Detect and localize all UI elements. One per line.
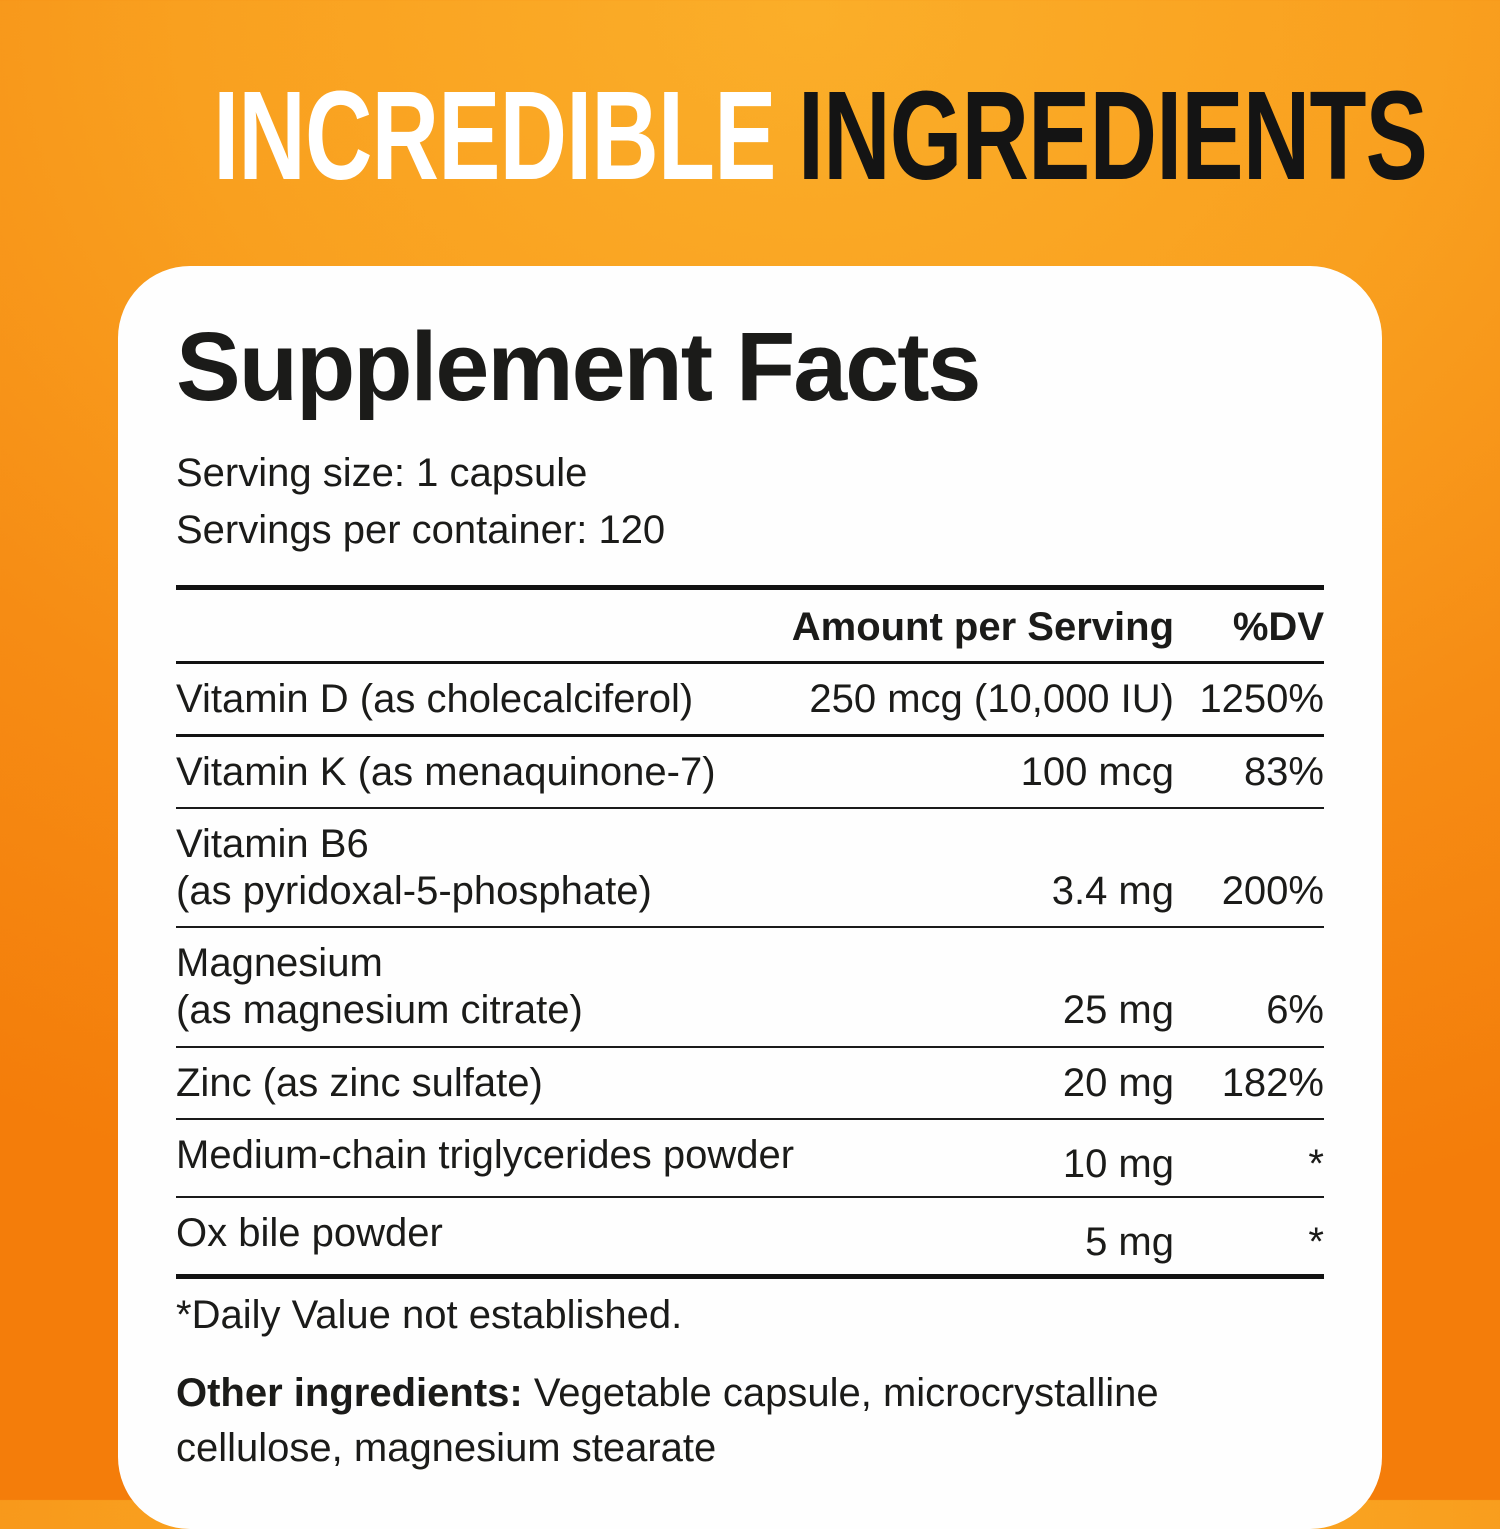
page-title-part2: INGREDIENTS	[798, 65, 1428, 206]
ingredient-name: Medium-chain triglycerides powder	[176, 1132, 795, 1177]
amount-column-header: Amount per Serving	[791, 604, 1174, 649]
other-ingredients: Other ingredients: Vegetable capsule, mi…	[176, 1366, 1324, 1476]
serving-size-line: Serving size: 1 capsule	[176, 450, 588, 495]
ingredient-amount: 20 mg	[1062, 1060, 1174, 1105]
serving-info: Serving size: 1 capsule Servings per con…	[176, 445, 1324, 559]
table-row: Vitamin D (as cholecalciferol) 250 mcg (…	[176, 664, 1324, 737]
ingredient-amount: 5 mg	[1085, 1220, 1174, 1264]
ingredient-name: Vitamin K (as menaquinone-7)	[176, 749, 716, 794]
table-header-row: Amount per Serving %DV	[176, 590, 1324, 664]
ingredient-name: Zinc (as zinc sulfate)	[176, 1060, 543, 1105]
facts-table: Amount per Serving %DV Vitamin D (as cho…	[176, 584, 1324, 1280]
dv-column-header: %DV	[1232, 604, 1324, 649]
page-title-text: INCREDIBLE INGREDIENTS	[213, 73, 1428, 199]
ingredient-dv: 1250%	[1199, 676, 1324, 721]
supplement-facts-card: Supplement Facts Serving size: 1 capsule…	[118, 265, 1382, 1529]
ingredient-dv: 6%	[1266, 988, 1324, 1033]
ingredient-name: Vitamin B6	[176, 821, 369, 866]
page-title: INCREDIBLE INGREDIENTS	[0, 0, 1500, 199]
ingredient-name-line2: (as magnesium citrate)	[176, 988, 583, 1033]
ingredient-name: Ox bile powder	[176, 1211, 443, 1255]
table-row: Ox bile powder 5 mg *	[176, 1198, 1324, 1280]
supplement-facts-heading: Supplement Facts	[176, 311, 981, 421]
ingredient-name-line2: (as pyridoxal-5-phosphate)	[176, 869, 652, 914]
ingredient-amount: 10 mg	[1062, 1141, 1174, 1186]
table-row: Magnesium (as magnesium citrate) 25 mg 6…	[176, 928, 1324, 1048]
table-row: Vitamin K (as menaquinone-7) 100 mcg 83%	[176, 737, 1324, 809]
ingredient-amount: 25 mg	[1062, 988, 1174, 1033]
ingredient-amount: 3.4 mg	[1051, 869, 1174, 914]
ingredient-name: Magnesium	[176, 941, 383, 986]
table-row: Vitamin B6 (as pyridoxal-5-phosphate) 3.…	[176, 809, 1324, 929]
ingredient-dv: *	[1308, 1220, 1324, 1264]
ingredient-dv: 83%	[1243, 749, 1324, 794]
table-row: Zinc (as zinc sulfate) 20 mg 182%	[176, 1048, 1324, 1120]
ingredient-dv: 200%	[1221, 869, 1324, 914]
other-ingredients-label: Other ingredients:	[176, 1371, 523, 1416]
daily-value-footnote: *Daily Value not established.	[176, 1293, 683, 1338]
other-ingredients-text: Vegetable capsule, microcrystalline cell…	[176, 1371, 1159, 1471]
table-row: Medium-chain triglycerides powder 10 mg …	[176, 1120, 1324, 1198]
servings-per-container-line: Servings per container: 120	[176, 507, 666, 552]
page-title-part1: INCREDIBLE	[213, 65, 776, 206]
ingredient-name: Vitamin D (as cholecalciferol)	[176, 676, 694, 721]
ingredient-dv: 182%	[1221, 1060, 1324, 1105]
ingredient-dv: *	[1308, 1141, 1324, 1186]
ingredient-amount: 100 mcg	[1020, 749, 1174, 794]
ingredient-amount: 250 mcg (10,000 IU)	[809, 676, 1174, 721]
